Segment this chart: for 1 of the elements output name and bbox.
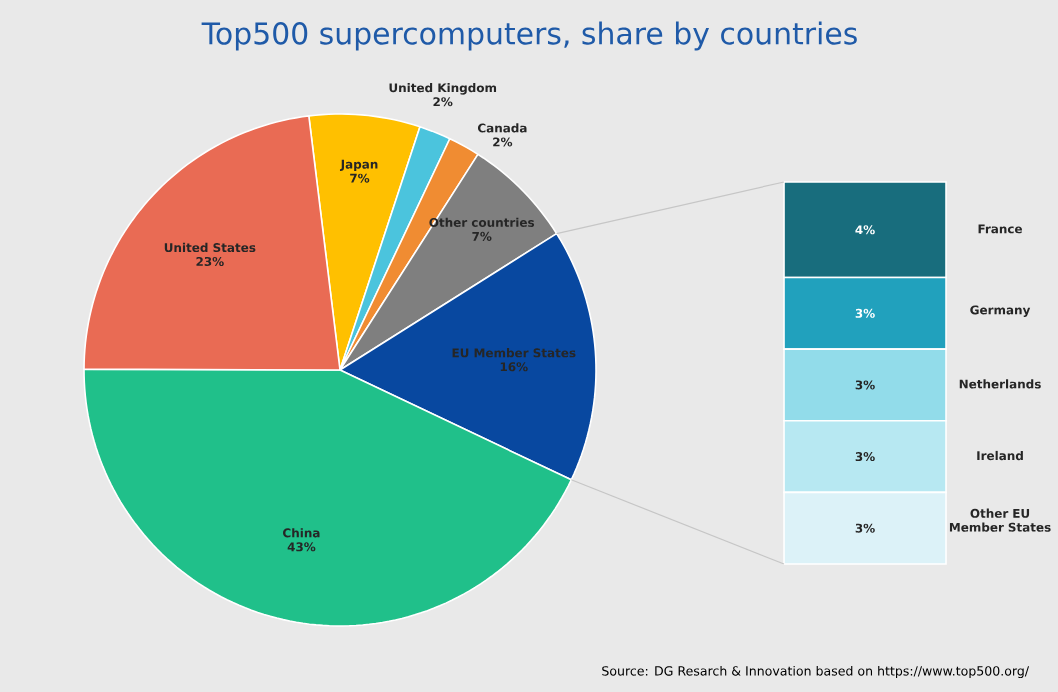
chart-title: Top500 supercomputers, share by countries [201, 21, 857, 51]
